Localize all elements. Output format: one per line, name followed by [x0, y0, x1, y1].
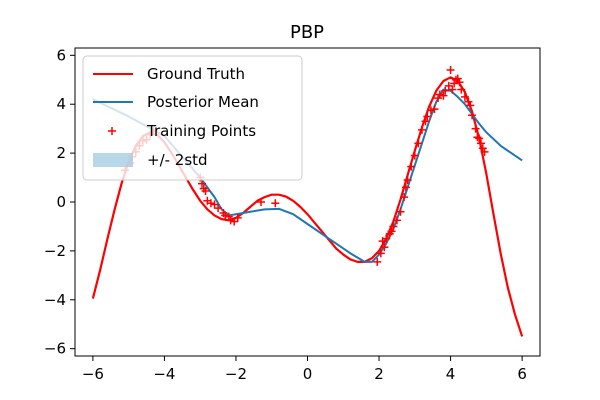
training-point-43	[423, 112, 432, 121]
legend-posterior-mean-label: Posterior Mean	[147, 93, 259, 111]
x-tick-label: 4	[446, 365, 456, 383]
training-point-53	[450, 79, 459, 88]
training-point-52	[448, 85, 457, 94]
chart-title: PBP	[290, 22, 324, 43]
training-point-15	[210, 200, 219, 209]
training-point-18	[221, 211, 230, 220]
training-point-31	[387, 227, 396, 236]
legend-box	[82, 55, 303, 181]
training-point-12	[201, 187, 210, 195]
training-point-55	[453, 74, 462, 83]
training-point-34	[396, 207, 405, 216]
y-tick-label: 0	[56, 193, 66, 211]
training-point-45	[430, 105, 439, 114]
posterior-mean-line	[92, 88, 523, 263]
legend-std-band-swatch	[93, 153, 133, 167]
legend-ground-truth-label: Ground Truth	[147, 65, 245, 83]
training-point-47	[435, 90, 444, 99]
y-tick-label: 4	[56, 95, 66, 113]
training-point-26	[376, 249, 385, 258]
training-point-10	[197, 179, 206, 188]
x-tick-label: −6	[82, 365, 104, 383]
training-point-67	[480, 147, 489, 156]
training-point-28	[380, 243, 389, 252]
training-point-21	[230, 217, 239, 226]
training-point-29	[382, 234, 391, 243]
training-point-58	[460, 92, 469, 101]
legend-std-band-label: +/- 2std	[147, 151, 208, 169]
training-point-48	[439, 91, 448, 100]
training-point-61	[468, 111, 477, 120]
y-tick-label: −2	[44, 242, 66, 260]
x-tick-label: 6	[517, 365, 527, 383]
training-point-65	[476, 139, 485, 148]
training-point-22	[233, 213, 242, 222]
training-point-66	[478, 144, 487, 153]
training-point-37	[403, 176, 412, 184]
ticks-layer: −6 −4 −2 0 2 4 6 −6 −4 −2 0 2 4 6	[44, 46, 527, 383]
training-point-46	[434, 94, 443, 103]
y-tick-label: 2	[56, 144, 66, 162]
training-point-25	[373, 257, 382, 266]
training-point-36	[401, 183, 410, 192]
training-point-62	[471, 124, 480, 133]
training-point-14	[206, 199, 215, 208]
training-point-50	[444, 81, 453, 90]
training-point-24	[271, 199, 280, 208]
x-tick-label: 0	[303, 365, 313, 383]
x-tick-label: −2	[225, 365, 247, 383]
legend: Ground Truth Posterior Mean Training Poi…	[82, 55, 303, 181]
training-point-60	[466, 101, 475, 110]
training-point-57	[457, 85, 466, 94]
y-tick-label: 6	[56, 46, 66, 64]
legend-training-points-swatch	[108, 127, 116, 135]
training-point-35	[400, 193, 409, 202]
training-point-56	[455, 78, 464, 87]
training-point-39	[410, 151, 419, 160]
training-point-20	[226, 216, 235, 225]
training-point-44	[426, 106, 435, 115]
training-point-49	[441, 86, 450, 95]
training-point-64	[475, 134, 484, 143]
y-tick-label: −4	[44, 291, 66, 309]
training-point-16	[214, 204, 223, 213]
x-tick-label: −4	[153, 365, 175, 383]
training-point-33	[392, 216, 401, 225]
training-point-40	[414, 139, 423, 148]
x-tick-label: 2	[374, 365, 384, 383]
training-point-59	[464, 97, 473, 106]
y-tick-label: −6	[44, 340, 66, 358]
training-point-19	[224, 212, 233, 221]
training-point-38	[407, 162, 416, 171]
training-point-63	[473, 133, 482, 142]
training-point-32	[389, 222, 398, 231]
legend-training-points-label: Training Points	[146, 122, 256, 140]
training-point-42	[421, 117, 430, 126]
training-point-41	[417, 125, 426, 134]
training-point-23	[257, 198, 265, 206]
training-point-51	[446, 66, 455, 74]
